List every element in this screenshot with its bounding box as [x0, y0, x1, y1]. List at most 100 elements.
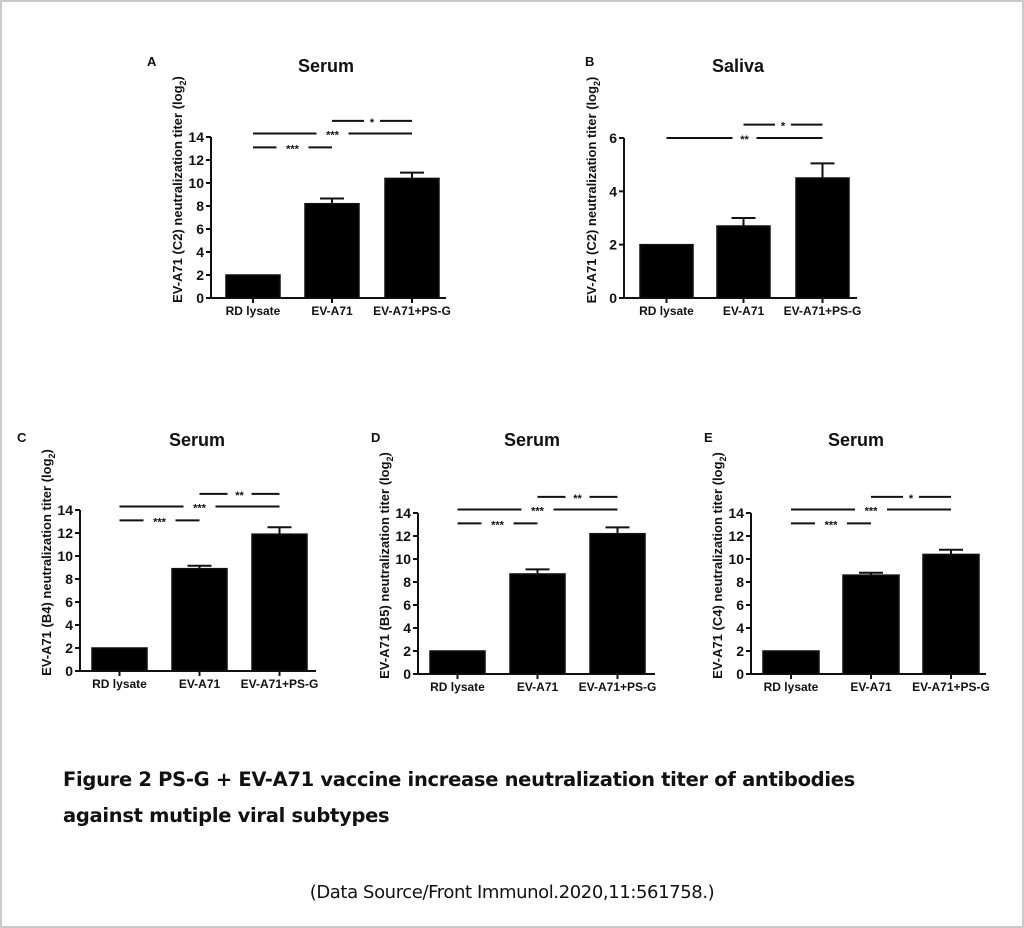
x-tick-label: RD lysate — [226, 304, 281, 318]
y-axis-label-text: EV-A71 (C2) neutralization titer (log — [584, 86, 599, 303]
bar-ev-a71-ps-g — [589, 532, 646, 675]
panel-letter: C — [17, 430, 27, 445]
bar-rd-lysate — [91, 647, 148, 672]
y-tick-label: 14 — [57, 502, 73, 518]
x-tick-label: EV-A71 — [517, 680, 559, 694]
significance-label: *** — [326, 130, 340, 142]
y-tick-label: 6 — [736, 597, 744, 613]
y-tick-label: 14 — [728, 505, 744, 521]
significance-label: ** — [740, 134, 749, 146]
x-tick-label: EV-A71 — [850, 680, 892, 694]
y-axis-label-end: ) — [584, 77, 599, 81]
y-axis-label-subscript: 2 — [592, 81, 602, 86]
bar-rd-lysate — [225, 274, 281, 299]
bar-ev-a71 — [509, 573, 566, 675]
chart-title: Serum — [169, 430, 225, 450]
x-tick-label: RD lysate — [430, 680, 485, 694]
y-tick-label: 0 — [196, 290, 204, 306]
figure-charts: A Serum EV-A71 (C2) neutralization titer (… — [17, 54, 990, 694]
significance-label: *** — [865, 506, 879, 518]
y-tick-label: 6 — [196, 221, 204, 237]
x-tick-label: RD lysate — [764, 680, 819, 694]
y-axis-label-subscript: 2 — [718, 456, 728, 461]
panel-letter: A — [147, 54, 157, 69]
y-tick-label: 2 — [736, 643, 744, 659]
y-tick-label: 4 — [736, 620, 744, 636]
significance-label: *** — [153, 516, 167, 528]
y-tick-label: 0 — [65, 663, 73, 679]
panel-e: E Serum EV-A71 (C4) neutralization titer (… — [704, 430, 990, 694]
x-tick-label: RD lysate — [639, 304, 694, 318]
y-tick-label: 6 — [609, 130, 617, 146]
bar-ev-a71-ps-g — [384, 177, 440, 299]
y-tick-label: 0 — [403, 666, 411, 682]
panel-letter: E — [704, 430, 713, 445]
x-tick-label: EV-A71+PS-G — [912, 680, 990, 694]
significance-label: ** — [573, 493, 582, 505]
y-axis-label-subscript: 2 — [178, 80, 188, 85]
significance-label: *** — [491, 519, 505, 531]
y-tick-label: 12 — [728, 528, 744, 544]
chart-title: Serum — [504, 430, 560, 450]
panel-letter: D — [371, 430, 380, 445]
y-axis-label-end: ) — [377, 452, 392, 456]
y-axis-label-text: EV-A71 (B5) neutralization titer (log — [377, 461, 392, 678]
caption-line-2: against mutiple viral subtypes — [63, 804, 390, 827]
y-tick-label: 2 — [403, 643, 411, 659]
y-tick-label: 8 — [65, 571, 73, 587]
y-tick-label: 2 — [65, 640, 73, 656]
y-tick-label: 8 — [736, 574, 744, 590]
chart-title: Serum — [298, 56, 354, 76]
chart-title: Serum — [828, 430, 884, 450]
significance-label: * — [909, 493, 914, 505]
significance-label: *** — [286, 143, 300, 155]
y-tick-label: 10 — [728, 551, 744, 567]
panel-b: B Saliva EV-A71 (C2) neutralization titer … — [584, 54, 861, 318]
y-tick-label: 12 — [395, 528, 411, 544]
bar-ev-a71 — [171, 567, 228, 672]
chart-title: Saliva — [712, 56, 765, 76]
caption-line-1: Figure 2 PS-G + EV-A71 vaccine increase … — [63, 768, 855, 791]
panel-d: D Serum EV-A71 (B5) neutralization titer (… — [371, 430, 656, 694]
x-tick-label: EV-A71+PS-G — [784, 304, 862, 318]
x-tick-label: EV-A71+PS-G — [579, 680, 657, 694]
panel-letter: B — [585, 54, 594, 69]
y-tick-label: 12 — [188, 152, 204, 168]
x-tick-label: EV-A71 — [179, 677, 221, 691]
y-axis-label-text: EV-A71 (C2) neutralization titer (log — [170, 85, 185, 302]
significance-label: * — [781, 121, 786, 133]
x-tick-label: EV-A71+PS-G — [241, 677, 319, 691]
y-tick-label: 4 — [609, 183, 617, 199]
y-tick-label: 0 — [609, 290, 617, 306]
y-tick-label: 8 — [403, 574, 411, 590]
x-tick-label: EV-A71 — [723, 304, 765, 318]
y-axis-label-end: ) — [710, 452, 725, 456]
y-tick-label: 0 — [736, 666, 744, 682]
bar-ev-a71-ps-g — [795, 177, 850, 299]
y-axis-label: EV-A71 (B5) neutralization titer (log2) — [377, 452, 395, 679]
y-axis-label-end: ) — [39, 449, 54, 453]
y-axis-label-text: EV-A71 (B4) neutralization titer (log — [39, 458, 54, 675]
significance-label: ** — [235, 490, 244, 502]
y-tick-label: 12 — [57, 525, 73, 541]
y-axis-label-subscript: 2 — [385, 456, 395, 461]
panel-c: C Serum EV-A71 (B4) neutralization titer (… — [17, 430, 318, 691]
y-axis-label-subscript: 2 — [47, 453, 57, 458]
significance-label: *** — [825, 519, 839, 531]
bar-ev-a71-ps-g — [922, 553, 980, 675]
y-axis-label: EV-A71 (C4) neutralization titer (log2) — [710, 452, 728, 679]
bar-rd-lysate — [429, 650, 486, 675]
bar-ev-a71 — [304, 202, 360, 299]
bar-ev-a71-ps-g — [251, 533, 308, 672]
y-tick-label: 10 — [395, 551, 411, 567]
y-axis-label: EV-A71 (C2) neutralization titer (log2) — [170, 76, 188, 303]
x-tick-label: EV-A71+PS-G — [373, 304, 451, 318]
significance-label: *** — [193, 503, 207, 515]
significance-label: * — [370, 117, 375, 129]
y-tick-label: 4 — [403, 620, 411, 636]
x-tick-label: RD lysate — [92, 677, 147, 691]
y-tick-label: 10 — [57, 548, 73, 564]
y-tick-label: 6 — [403, 597, 411, 613]
y-tick-label: 8 — [196, 198, 204, 214]
y-tick-label: 14 — [188, 129, 204, 145]
